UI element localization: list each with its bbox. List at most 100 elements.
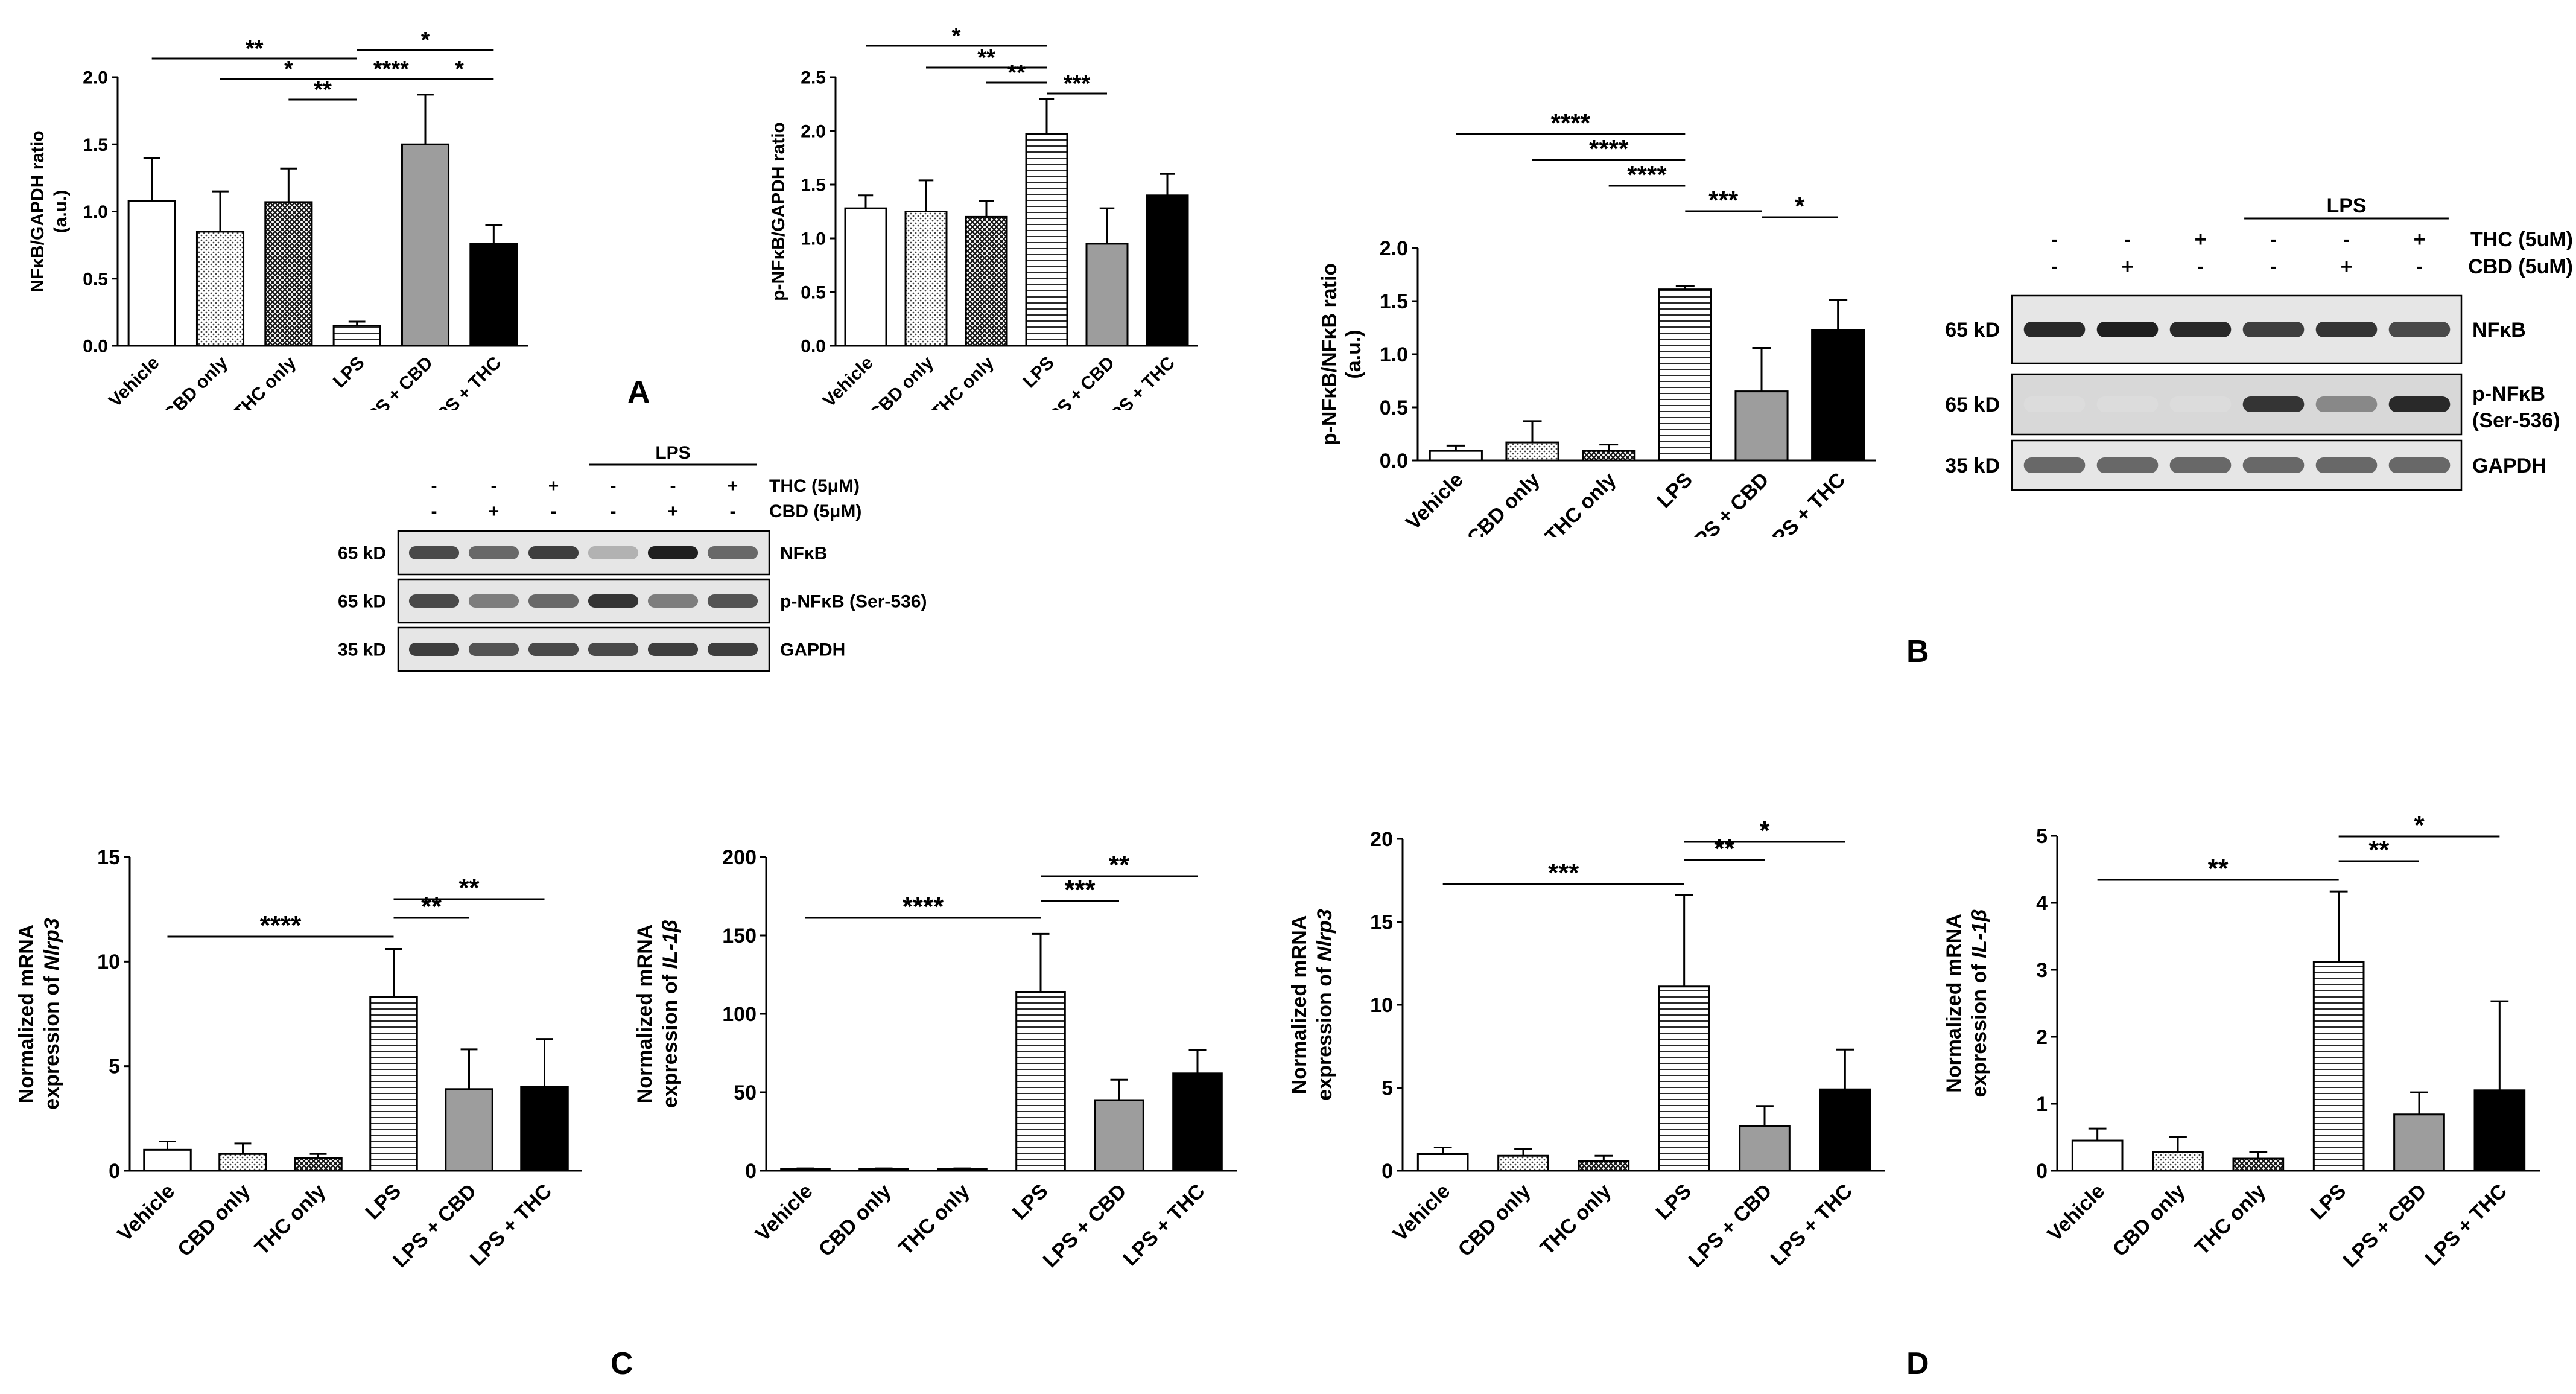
significance-label: **	[2208, 854, 2229, 883]
significance-label: **	[1714, 834, 1735, 864]
x-category-label: LPS + THC	[425, 353, 505, 410]
y-tick-label: 0.5	[83, 269, 108, 289]
bar	[937, 1168, 988, 1172]
cbd-sign: -	[551, 501, 557, 521]
western-blot-a: LPS - - + - - + - + - - + - THC (5μM) CBD (5μM) 65 kD NF…	[338, 443, 927, 672]
y-axis-label: p-NFκB/GAPDH ratio	[769, 122, 788, 301]
blot-strip	[397, 626, 770, 672]
bar	[143, 1148, 192, 1172]
cbd-sign: -	[2051, 255, 2058, 278]
blot-band	[2315, 457, 2378, 473]
blot-band	[2242, 457, 2305, 473]
blot-band	[2169, 396, 2232, 412]
y-tick-label: 1	[2036, 1093, 2048, 1116]
significance-label: ****	[260, 911, 302, 940]
bar	[1658, 288, 1712, 462]
x-category-label: CBD only	[1463, 468, 1544, 537]
x-category-label: Vehicle	[751, 1180, 817, 1246]
x-category-label: CBD only	[814, 1180, 896, 1261]
x-category-label: LPS + THC	[2421, 1180, 2511, 1270]
blot-band	[647, 594, 699, 608]
bar	[1582, 450, 1636, 462]
blot-size-label: 35 kD	[1945, 454, 2000, 477]
y-axis-label-prefix: expression of	[40, 970, 63, 1110]
bar	[264, 201, 313, 347]
thc-label: THC (5uM)	[2470, 228, 2573, 251]
x-category-label: CBD only	[1454, 1180, 1535, 1261]
blot-size-label: 65 kD	[1945, 393, 2000, 416]
blot-band	[408, 546, 460, 559]
blot-band	[2388, 396, 2451, 412]
x-category-label: Vehicle	[2043, 1180, 2110, 1246]
thc-sign: +	[2414, 228, 2426, 251]
significance-label: *	[284, 57, 293, 82]
blot-protein-label: NFκB	[2472, 319, 2526, 342]
significance-label: ****	[1589, 135, 1629, 163]
x-category-label: CBD only	[173, 1180, 255, 1261]
y-tick-label: 2.0	[801, 122, 826, 142]
bar	[1739, 1125, 1791, 1172]
y-tick-label: 0.0	[801, 337, 826, 357]
panel-label-d: D	[1906, 1346, 1929, 1381]
significance-label: **	[1109, 850, 1130, 880]
blot-band	[2096, 396, 2159, 412]
blot-band	[2388, 457, 2451, 473]
x-category-label: LPS	[329, 353, 369, 392]
y-tick-label: 2.0	[83, 68, 108, 88]
y-tick-label: 2.0	[1380, 237, 1408, 260]
x-category-label: Vehicle	[1401, 468, 1468, 535]
bar	[2232, 1157, 2285, 1172]
y-axis-label-gene: IL-1β	[659, 920, 682, 969]
y-tick-label: 0	[1382, 1160, 1393, 1183]
cbd-sign: +	[2341, 255, 2353, 278]
cbd-sign: +	[2122, 255, 2134, 278]
blot-band	[408, 594, 460, 608]
x-category-label: LPS + CBD	[1681, 468, 1774, 537]
bar	[1505, 441, 1559, 462]
bar	[1429, 450, 1483, 462]
bar	[1578, 1160, 1630, 1172]
blot-strip	[2011, 294, 2463, 364]
thc-sign: -	[2051, 228, 2058, 251]
blot-protein-label: p-NFκB (Ser-536)	[780, 592, 927, 612]
bar	[1146, 194, 1189, 347]
y-tick-label: 1.0	[83, 202, 108, 222]
panel-label-b: B	[1906, 634, 1929, 669]
blot-band	[647, 546, 699, 559]
blot-band	[2023, 396, 2086, 412]
y-tick-label: 50	[734, 1081, 757, 1104]
bar	[445, 1088, 493, 1172]
x-category-label: LPS + CBD	[355, 353, 437, 410]
y-axis-label: NFκB/GAPDH ratio	[28, 130, 48, 292]
x-category-label: LPS + THC	[466, 1180, 556, 1270]
bar	[2312, 961, 2365, 1172]
x-category-label: LPS	[1019, 353, 1058, 392]
significance-label: **	[314, 77, 332, 103]
cbd-sign: -	[431, 501, 437, 521]
y-tick-label: 0.0	[83, 337, 108, 357]
blot-band	[588, 643, 639, 656]
thc-sign: -	[670, 476, 676, 496]
thc-sign: -	[2124, 228, 2131, 251]
x-category-label: CBD only	[160, 352, 232, 410]
x-category-label: LPS + THC	[1118, 1180, 1209, 1270]
bar	[1734, 390, 1789, 462]
thc-sign: -	[611, 476, 617, 496]
bar	[2152, 1151, 2204, 1172]
y-axis-label-line2: expression of Nlrp3	[1313, 909, 1336, 1101]
blot-size-label: 65 kD	[1945, 319, 2000, 342]
bar	[2473, 1089, 2526, 1172]
blot-band	[707, 546, 758, 559]
thc-sign: +	[548, 476, 559, 496]
cbd-sign: -	[730, 501, 736, 521]
y-tick-label: 20	[1370, 828, 1393, 851]
significance-label: **	[977, 45, 995, 71]
panel-label-c: C	[611, 1346, 633, 1381]
blot-strip	[397, 530, 770, 576]
y-axis-label-line2: expression of IL-1β	[1968, 909, 1991, 1097]
blot-band	[2096, 322, 2159, 337]
blot-size-label: 35 kD	[338, 640, 386, 660]
